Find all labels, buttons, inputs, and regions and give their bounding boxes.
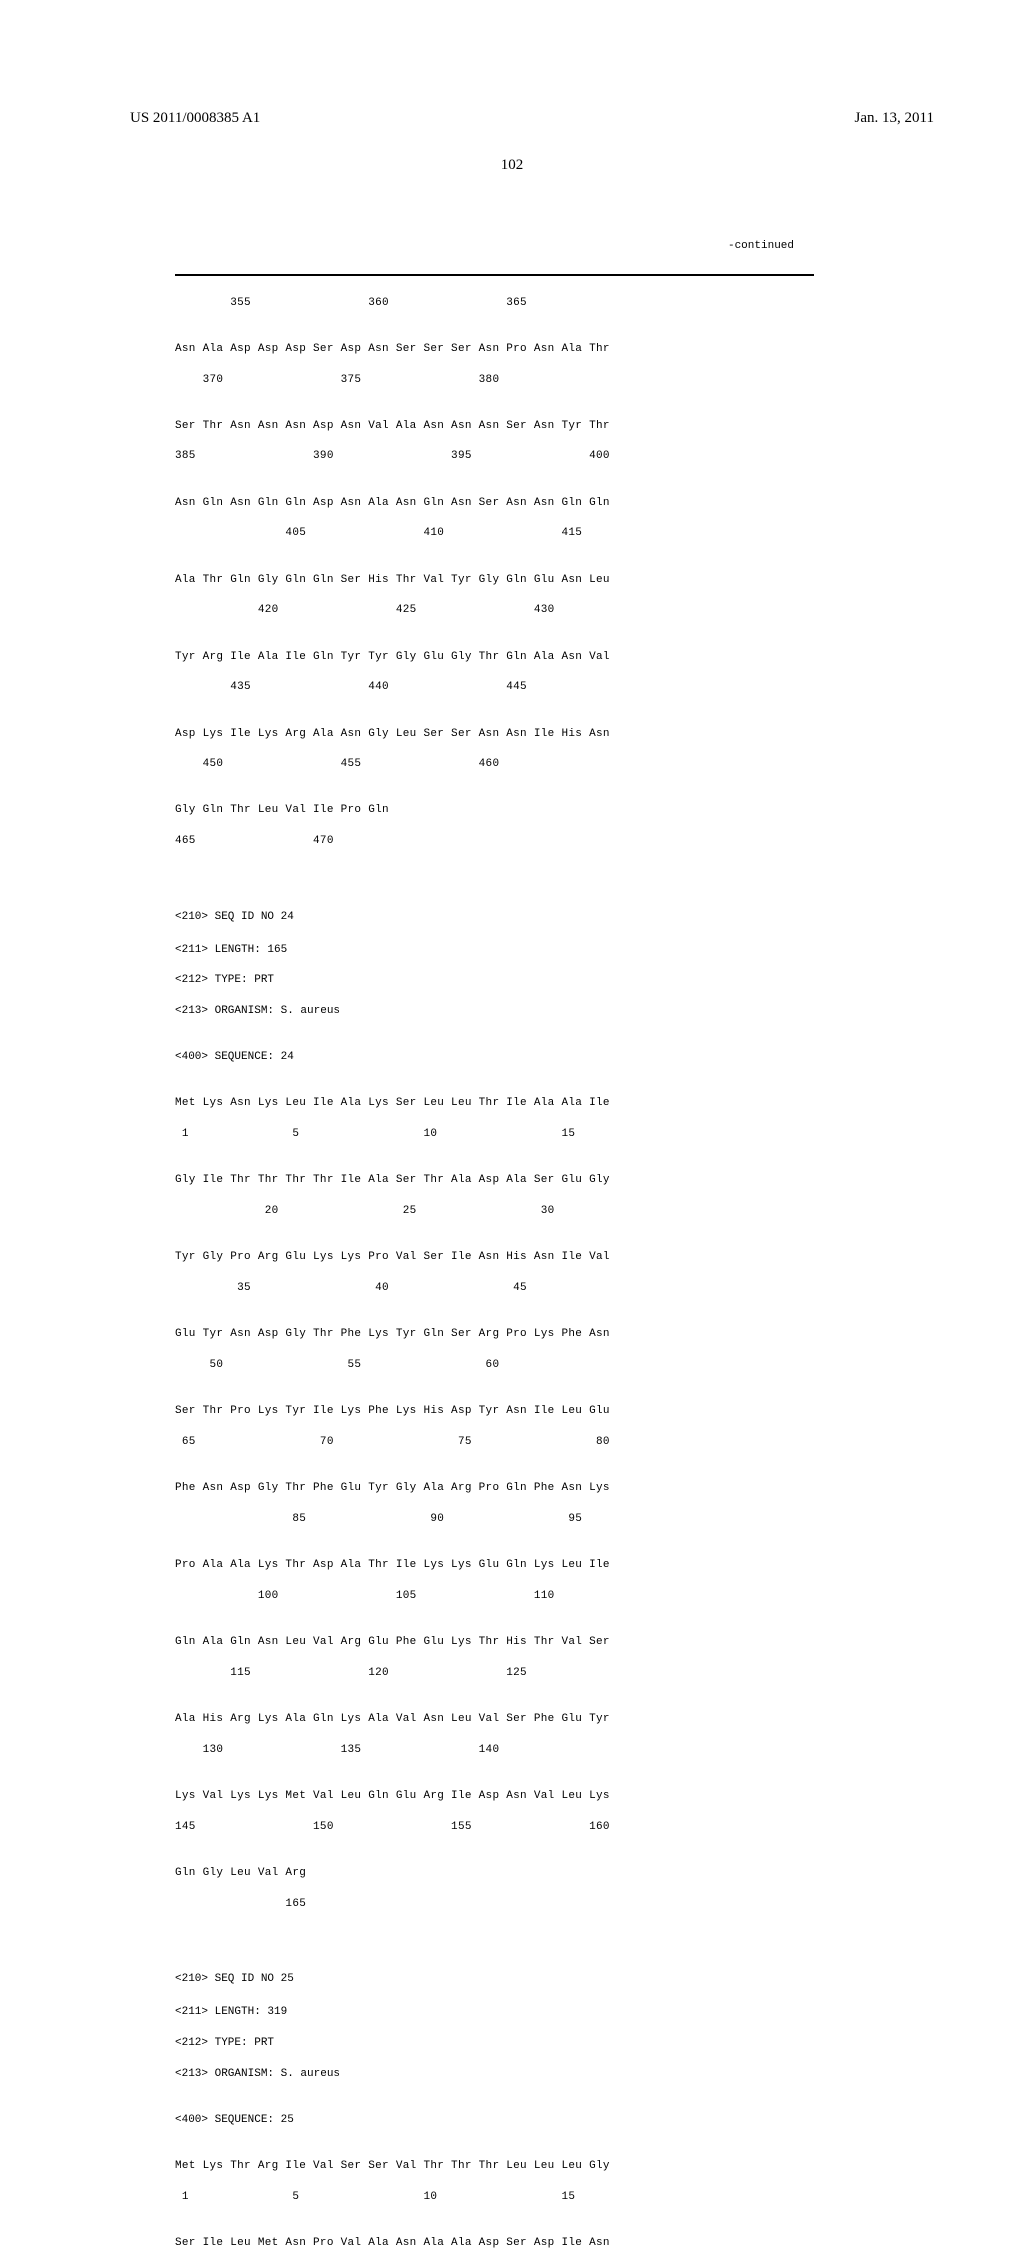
seq-residues: Met Lys Asn Lys Leu Ile Ala Lys Ser Leu … xyxy=(175,1096,814,1111)
seq-numbers: 85 90 95 xyxy=(175,1512,814,1527)
page-number: 102 xyxy=(0,157,1024,174)
seq-residues: Glu Tyr Asn Asp Gly Thr Phe Lys Tyr Gln … xyxy=(175,1327,814,1342)
seq-numbers: 370 375 380 xyxy=(175,373,814,388)
seq-numbers: 1 5 10 15 xyxy=(175,2190,814,2205)
seq-length-line: <211> LENGTH: 165 xyxy=(175,943,814,958)
seq-sequence-line: <400> SEQUENCE: 25 xyxy=(175,2113,814,2128)
seq-id-line: <210> SEQ ID NO 25 xyxy=(175,1972,814,1987)
divider-top xyxy=(175,274,814,276)
seq-numbers: 165 xyxy=(175,1897,814,1912)
seq-residues: Ser Thr Pro Lys Tyr Ile Lys Phe Lys His … xyxy=(175,1404,814,1419)
seq-numbers: 420 425 430 xyxy=(175,603,814,618)
seq-numbers: 355 360 365 xyxy=(175,296,814,311)
seq-residues: Ser Thr Asn Asn Asn Asp Asn Val Ala Asn … xyxy=(175,419,814,434)
seq-numbers: 385 390 395 400 xyxy=(175,449,814,464)
seq-residues: Ser Ile Leu Met Asn Pro Val Ala Asn Ala … xyxy=(175,2236,814,2251)
seq-residues: Tyr Gly Pro Arg Glu Lys Lys Pro Val Ser … xyxy=(175,1250,814,1265)
publication-number: US 2011/0008385 A1 xyxy=(130,110,260,127)
seq-residues: Gly Ile Thr Thr Thr Thr Ile Ala Ser Thr … xyxy=(175,1173,814,1188)
seq-residues: Phe Asn Asp Gly Thr Phe Glu Tyr Gly Ala … xyxy=(175,1481,814,1496)
seq-numbers: 405 410 415 xyxy=(175,526,814,541)
seq-numbers: 145 150 155 160 xyxy=(175,1820,814,1835)
seq-residues: Pro Ala Ala Lys Thr Asp Ala Thr Ile Lys … xyxy=(175,1558,814,1573)
seq-residues: Asn Ala Asp Asp Asp Ser Asp Asn Ser Ser … xyxy=(175,342,814,357)
seq-type-line: <212> TYPE: PRT xyxy=(175,2036,814,2051)
seq-residues: Ala Thr Gln Gly Gln Gln Ser His Thr Val … xyxy=(175,573,814,588)
seq-organism-line: <213> ORGANISM: S. aureus xyxy=(175,2067,814,2082)
seq-numbers: 465 470 xyxy=(175,834,814,849)
seq-numbers: 1 5 10 15 xyxy=(175,1127,814,1142)
seq-numbers: 115 120 125 xyxy=(175,1666,814,1681)
seq-organism-line: <213> ORGANISM: S. aureus xyxy=(175,1004,814,1019)
continued-label: -continued xyxy=(175,239,814,254)
seq-numbers: 35 40 45 xyxy=(175,1281,814,1296)
seq-residues: Gly Gln Thr Leu Val Ile Pro Gln xyxy=(175,803,814,818)
seq-residues: Asn Gln Asn Gln Gln Asp Asn Ala Asn Gln … xyxy=(175,496,814,511)
seq-residues: Tyr Arg Ile Ala Ile Gln Tyr Tyr Gly Glu … xyxy=(175,650,814,665)
seq-residues: Asp Lys Ile Lys Arg Ala Asn Gly Leu Ser … xyxy=(175,727,814,742)
seq-residues: Gln Ala Gln Asn Leu Val Arg Glu Phe Glu … xyxy=(175,1635,814,1650)
seq-numbers: 435 440 445 xyxy=(175,680,814,695)
seq-numbers: 450 455 460 xyxy=(175,757,814,772)
seq-numbers: 20 25 30 xyxy=(175,1204,814,1219)
seq-numbers: 50 55 60 xyxy=(175,1358,814,1373)
seq-numbers: 65 70 75 80 xyxy=(175,1435,814,1450)
seq-numbers: 100 105 110 xyxy=(175,1589,814,1604)
seq-numbers: 130 135 140 xyxy=(175,1743,814,1758)
seq-residues: Lys Val Lys Lys Met Val Leu Gln Glu Arg … xyxy=(175,1789,814,1804)
seq-residues: Gln Gly Leu Val Arg xyxy=(175,1866,814,1881)
sequence-content: -continued 355 360 365 Asn Ala Asp Asp A… xyxy=(0,174,1024,2267)
publication-date: Jan. 13, 2011 xyxy=(855,110,934,127)
seq-residues: Met Lys Thr Arg Ile Val Ser Ser Val Thr … xyxy=(175,2159,814,2174)
seq-sequence-line: <400> SEQUENCE: 24 xyxy=(175,1050,814,1065)
seq-residues: Ala His Arg Lys Ala Gln Lys Ala Val Asn … xyxy=(175,1712,814,1727)
seq-id-line: <210> SEQ ID NO 24 xyxy=(175,910,814,925)
seq-length-line: <211> LENGTH: 319 xyxy=(175,2005,814,2020)
seq-type-line: <212> TYPE: PRT xyxy=(175,973,814,988)
